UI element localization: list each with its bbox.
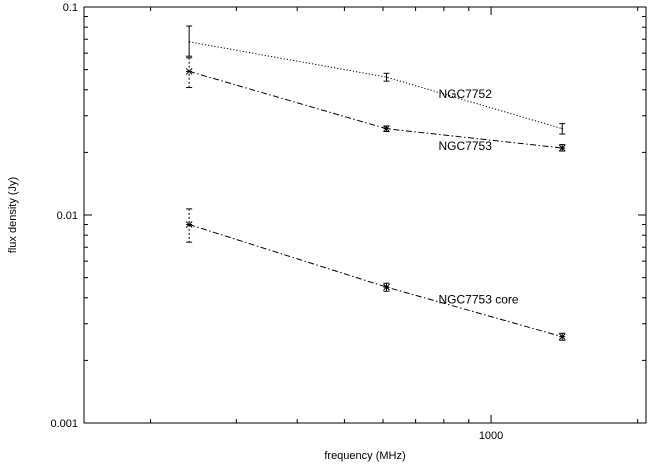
plot-frame (83, 6, 647, 424)
series-line (188, 224, 563, 338)
series-labels: NGC7752 NGC7753 NGC7753 core (439, 87, 519, 307)
data-point (185, 221, 193, 228)
y-tick-label: 0.01 (57, 210, 78, 222)
data-point (185, 68, 193, 75)
y-axis-label: flux density (Jy) (7, 177, 19, 253)
series-1 (185, 57, 566, 152)
series-label: NGC7752 (439, 87, 493, 101)
y-tick-label: 0.001 (50, 418, 78, 430)
series-layer (185, 25, 566, 341)
series-0 (186, 25, 566, 135)
x-axis-ticks: 1000 (150, 7, 639, 442)
x-tick-label: 1000 (479, 430, 503, 442)
series-line (189, 41, 563, 130)
series-2 (185, 208, 566, 341)
y-axis-ticks: 0.001 0.01 0.1 (50, 2, 646, 430)
data-point (561, 127, 564, 130)
data-point (558, 333, 566, 341)
series-label: NGC7753 core (439, 293, 519, 307)
data-point (188, 41, 190, 43)
data-point (385, 76, 388, 78)
series-label: NGC7753 (439, 139, 493, 153)
data-point (383, 283, 390, 291)
x-axis-label: frequency (MHz) (324, 450, 405, 462)
data-point (383, 125, 390, 133)
y-tick-label: 0.1 (63, 2, 78, 14)
data-point (558, 144, 566, 152)
series-line (188, 70, 563, 149)
